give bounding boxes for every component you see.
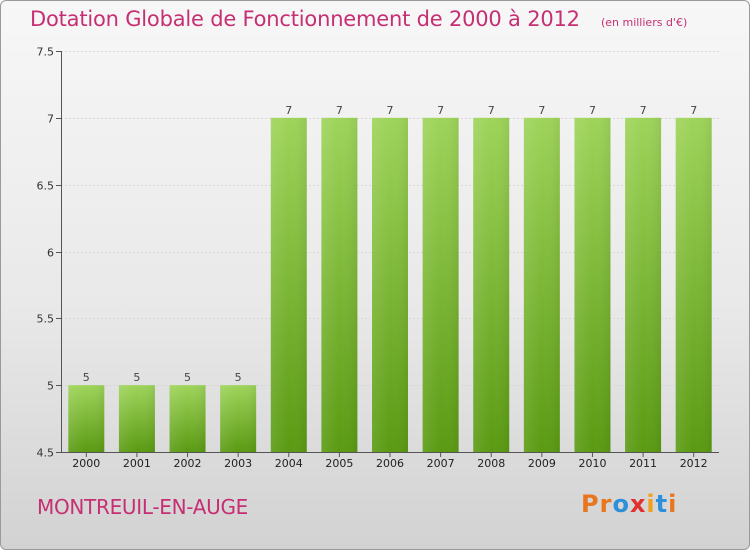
x-tick-label: 2011	[629, 457, 657, 470]
bar-shine	[422, 117, 459, 452]
data-label: 7	[640, 104, 647, 117]
logo-letter: o	[612, 490, 630, 518]
bar-shine	[372, 117, 408, 452]
bar-shine	[625, 117, 662, 452]
data-label: 7	[538, 104, 545, 117]
chart-unit: (en milliers d'€)	[600, 16, 688, 29]
bar-shine	[675, 117, 712, 452]
bar-shine	[574, 117, 611, 452]
logo-letter: x	[629, 490, 647, 518]
logo-letter: i	[646, 490, 656, 518]
x-tick-label: 2006	[376, 457, 404, 470]
data-label: 7	[690, 104, 697, 117]
axes	[56, 51, 719, 457]
y-tick-label: 6	[47, 247, 54, 260]
bar-shine	[169, 385, 206, 452]
data-label: 7	[488, 104, 495, 117]
data-label: 7	[437, 104, 444, 117]
data-label: 5	[83, 371, 90, 384]
y-tick-label: 4.5	[37, 447, 55, 460]
title-row: Dotation Globale de Fonctionnement de 20…	[30, 7, 687, 31]
data-label: 5	[133, 371, 140, 384]
bar-shine	[523, 117, 560, 452]
y-tick-label: 6.5	[37, 180, 55, 193]
data-label: 5	[235, 371, 242, 384]
x-tick-label: 2003	[224, 457, 252, 470]
logo-letter: r	[599, 490, 613, 518]
x-tick-label: 2010	[578, 457, 606, 470]
bar-shine	[473, 117, 510, 452]
x-tick-label: 2004	[275, 457, 303, 470]
bar-shine	[118, 385, 155, 452]
bar-shine	[68, 385, 105, 452]
bar-shine	[220, 385, 257, 452]
data-label: 7	[336, 104, 343, 117]
proxiti-logo[interactable]: Proxiti	[581, 490, 677, 518]
x-tick-label: 2007	[427, 457, 455, 470]
chart-title: Dotation Globale de Fonctionnement de 20…	[30, 7, 580, 31]
y-tick-label: 7	[47, 113, 54, 126]
data-label: 5	[184, 371, 191, 384]
data-label: 7	[387, 104, 394, 117]
bars	[68, 117, 712, 452]
x-tick-label: 2009	[528, 457, 556, 470]
y-tick-label: 5.5	[37, 313, 55, 326]
logo-letter: i	[668, 490, 678, 518]
bar-shine	[321, 117, 358, 452]
bar-shine	[270, 117, 307, 452]
y-tick-label: 7.5	[37, 46, 55, 59]
x-tick-label: 2008	[477, 457, 505, 470]
labels: 4.5 5 5.5 6 6.5 7 7.5 5 2000 5 2001 5 2002 5 2003 7 2004…	[37, 46, 708, 471]
logo-letter: P	[581, 490, 600, 518]
y-tick-label: 5	[47, 380, 54, 393]
data-label: 7	[285, 104, 292, 117]
data-label: 7	[589, 104, 596, 117]
x-tick-label: 2002	[174, 457, 202, 470]
x-tick-label: 2001	[123, 457, 151, 470]
commune-name: MONTREUIL-EN-AUGE	[37, 495, 248, 519]
x-tick-label: 2012	[680, 457, 708, 470]
logo-letter: t	[655, 490, 669, 518]
x-tick-label: 2005	[325, 457, 353, 470]
x-tick-label: 2000	[72, 457, 100, 470]
